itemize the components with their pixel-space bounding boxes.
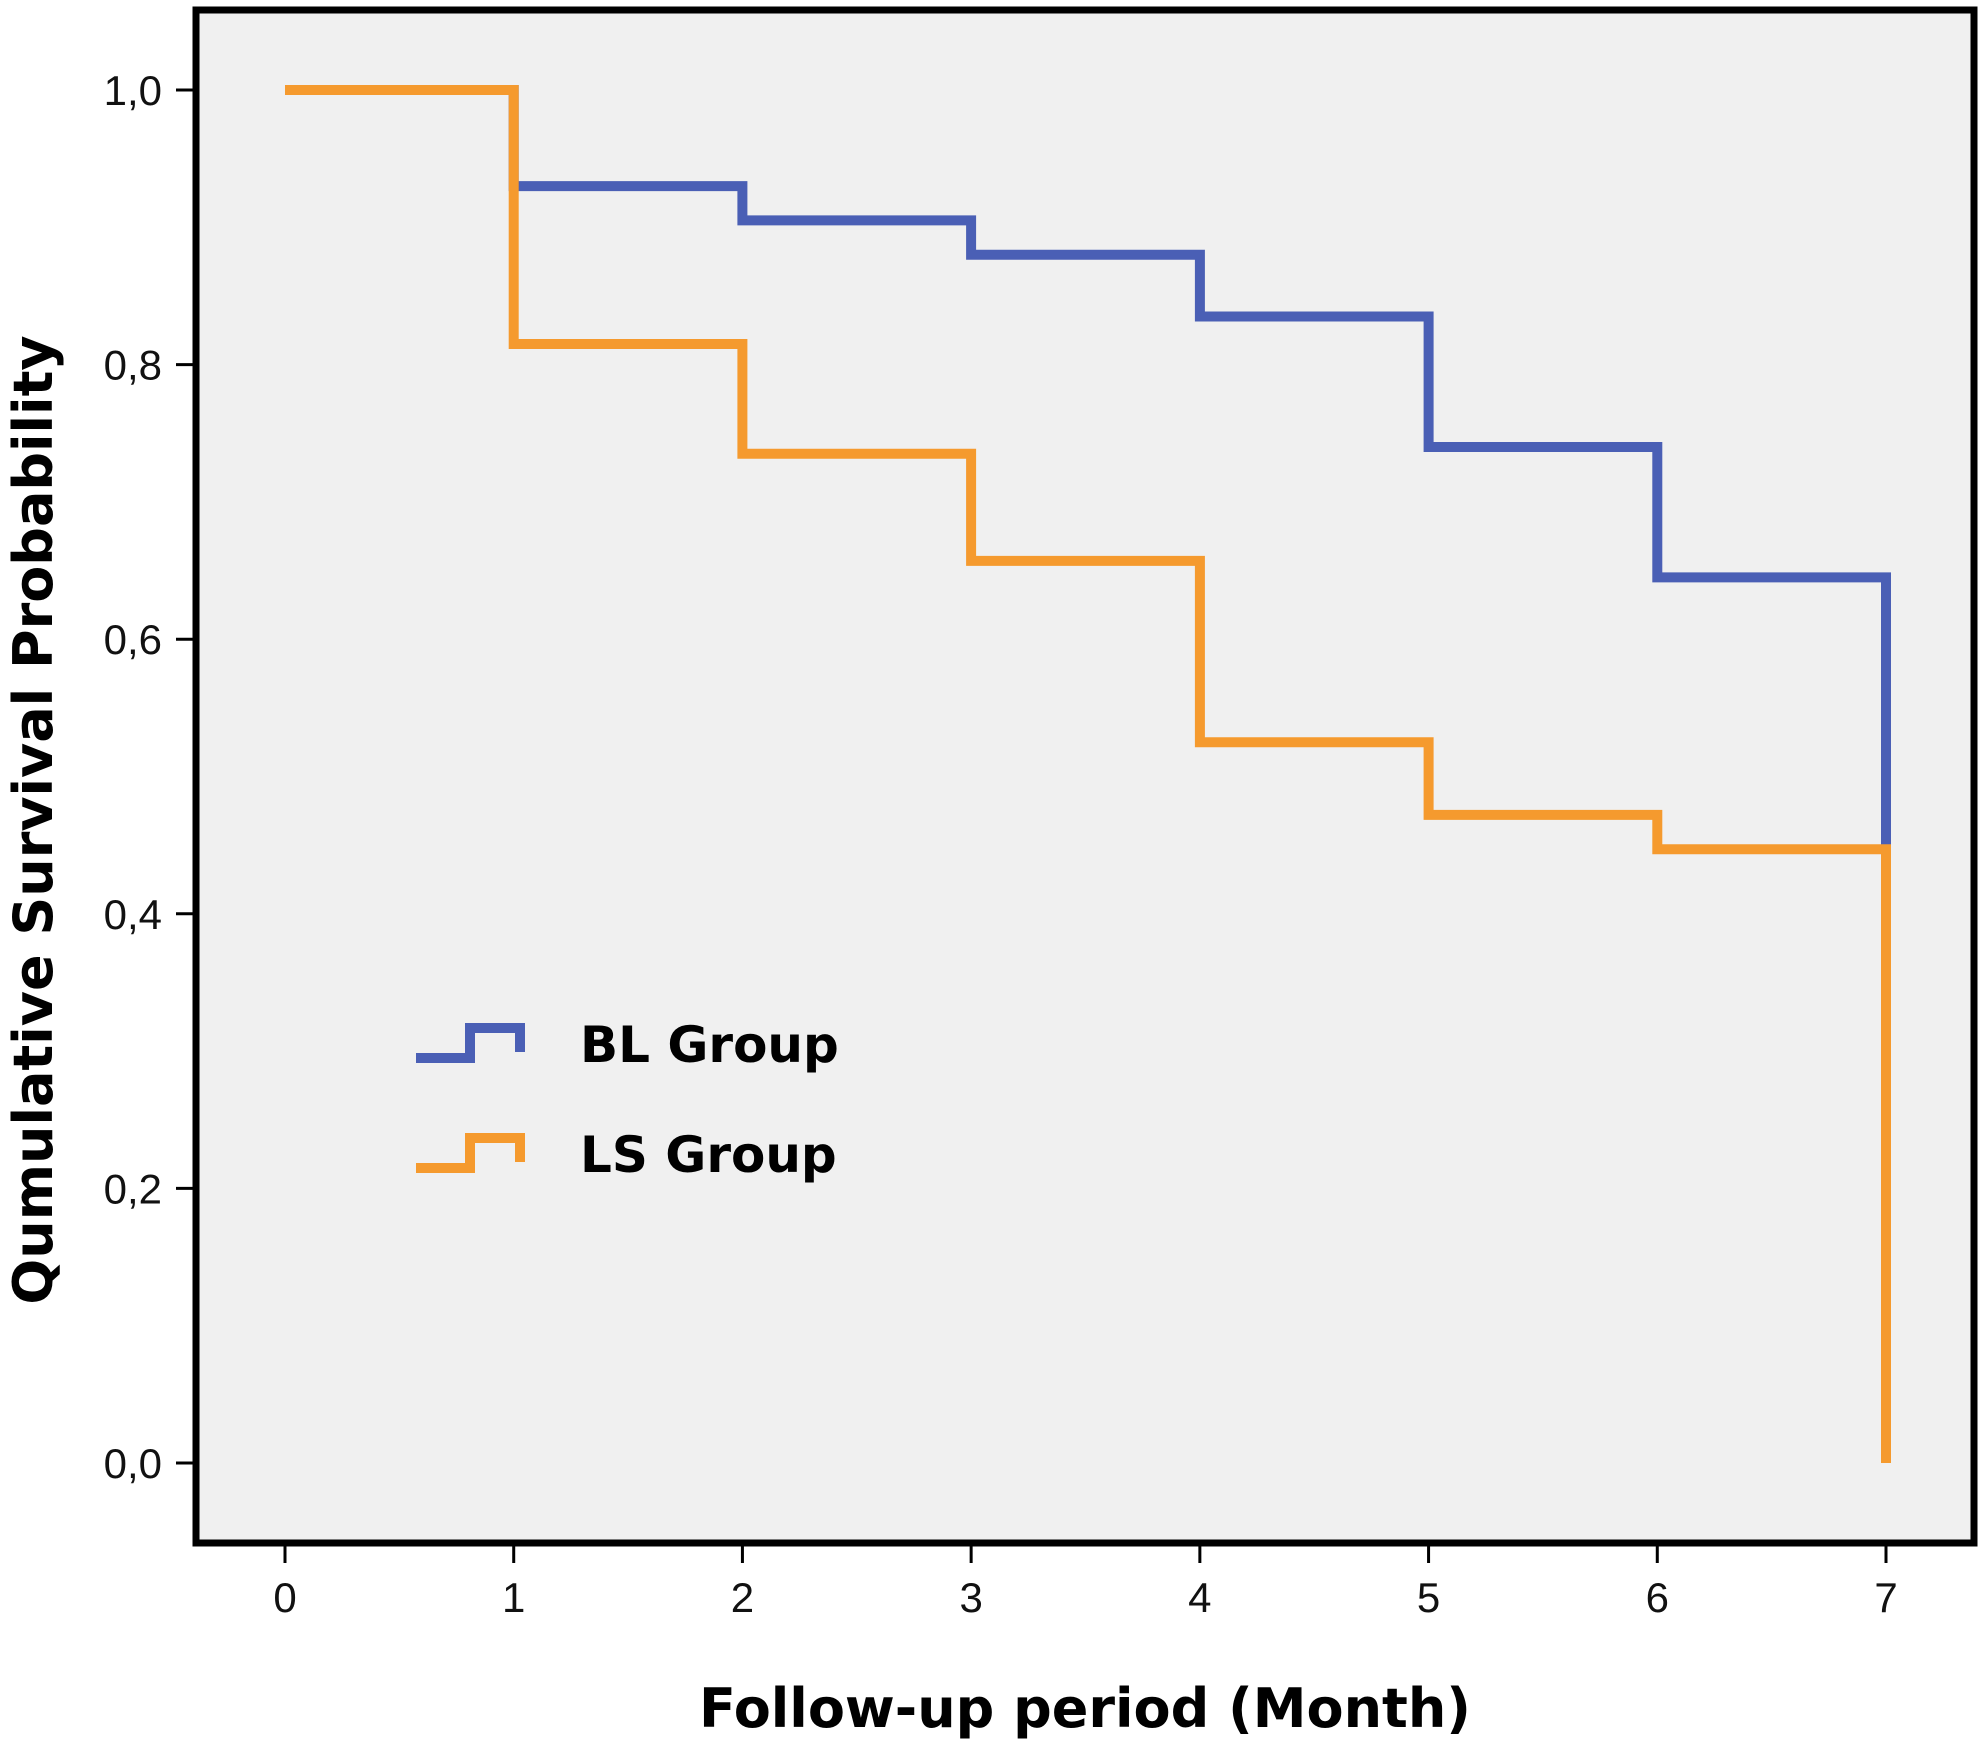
y-tick-label: 0,4 — [104, 891, 162, 938]
y-axis: 0,0 0,2 0,4 0,6 0,8 1,0 — [104, 67, 196, 1487]
x-tick-label: 2 — [731, 1574, 754, 1621]
x-tick-label: 7 — [1874, 1574, 1897, 1621]
y-tick-label: 0,2 — [104, 1165, 162, 1212]
x-tick-label: 0 — [273, 1574, 296, 1621]
legend-swatch-ls-group — [416, 1133, 525, 1173]
x-tick-label: 6 — [1646, 1574, 1669, 1621]
y-tick-label: 1,0 — [104, 67, 162, 114]
legend-label-bl-group: BL Group — [580, 1016, 839, 1074]
x-tick-label: 3 — [959, 1574, 982, 1621]
y-tick-label: 0,6 — [104, 616, 162, 663]
x-axis: 0 1 2 3 4 5 6 7 — [273, 1543, 1898, 1621]
x-tick-label: 5 — [1417, 1574, 1440, 1621]
x-axis-title: Follow-up period (Month) — [699, 1677, 1471, 1740]
y-tick-label: 0,0 — [104, 1440, 162, 1487]
series-layer — [285, 85, 1891, 1463]
legend-swatch-bl-group — [416, 1023, 525, 1063]
y-tick-label: 0,8 — [104, 342, 162, 389]
plot-area — [192, 6, 1978, 1547]
legend: BL Group LS Group — [416, 1016, 839, 1184]
y-axis-title: Qumulative Survival Probability — [2, 335, 65, 1304]
series-line-ls-group — [285, 85, 1891, 1463]
x-tick-label: 1 — [502, 1574, 525, 1621]
legend-label-ls-group: LS Group — [580, 1126, 837, 1184]
series-line-bl-group — [285, 85, 1891, 846]
x-tick-label: 4 — [1188, 1574, 1211, 1621]
